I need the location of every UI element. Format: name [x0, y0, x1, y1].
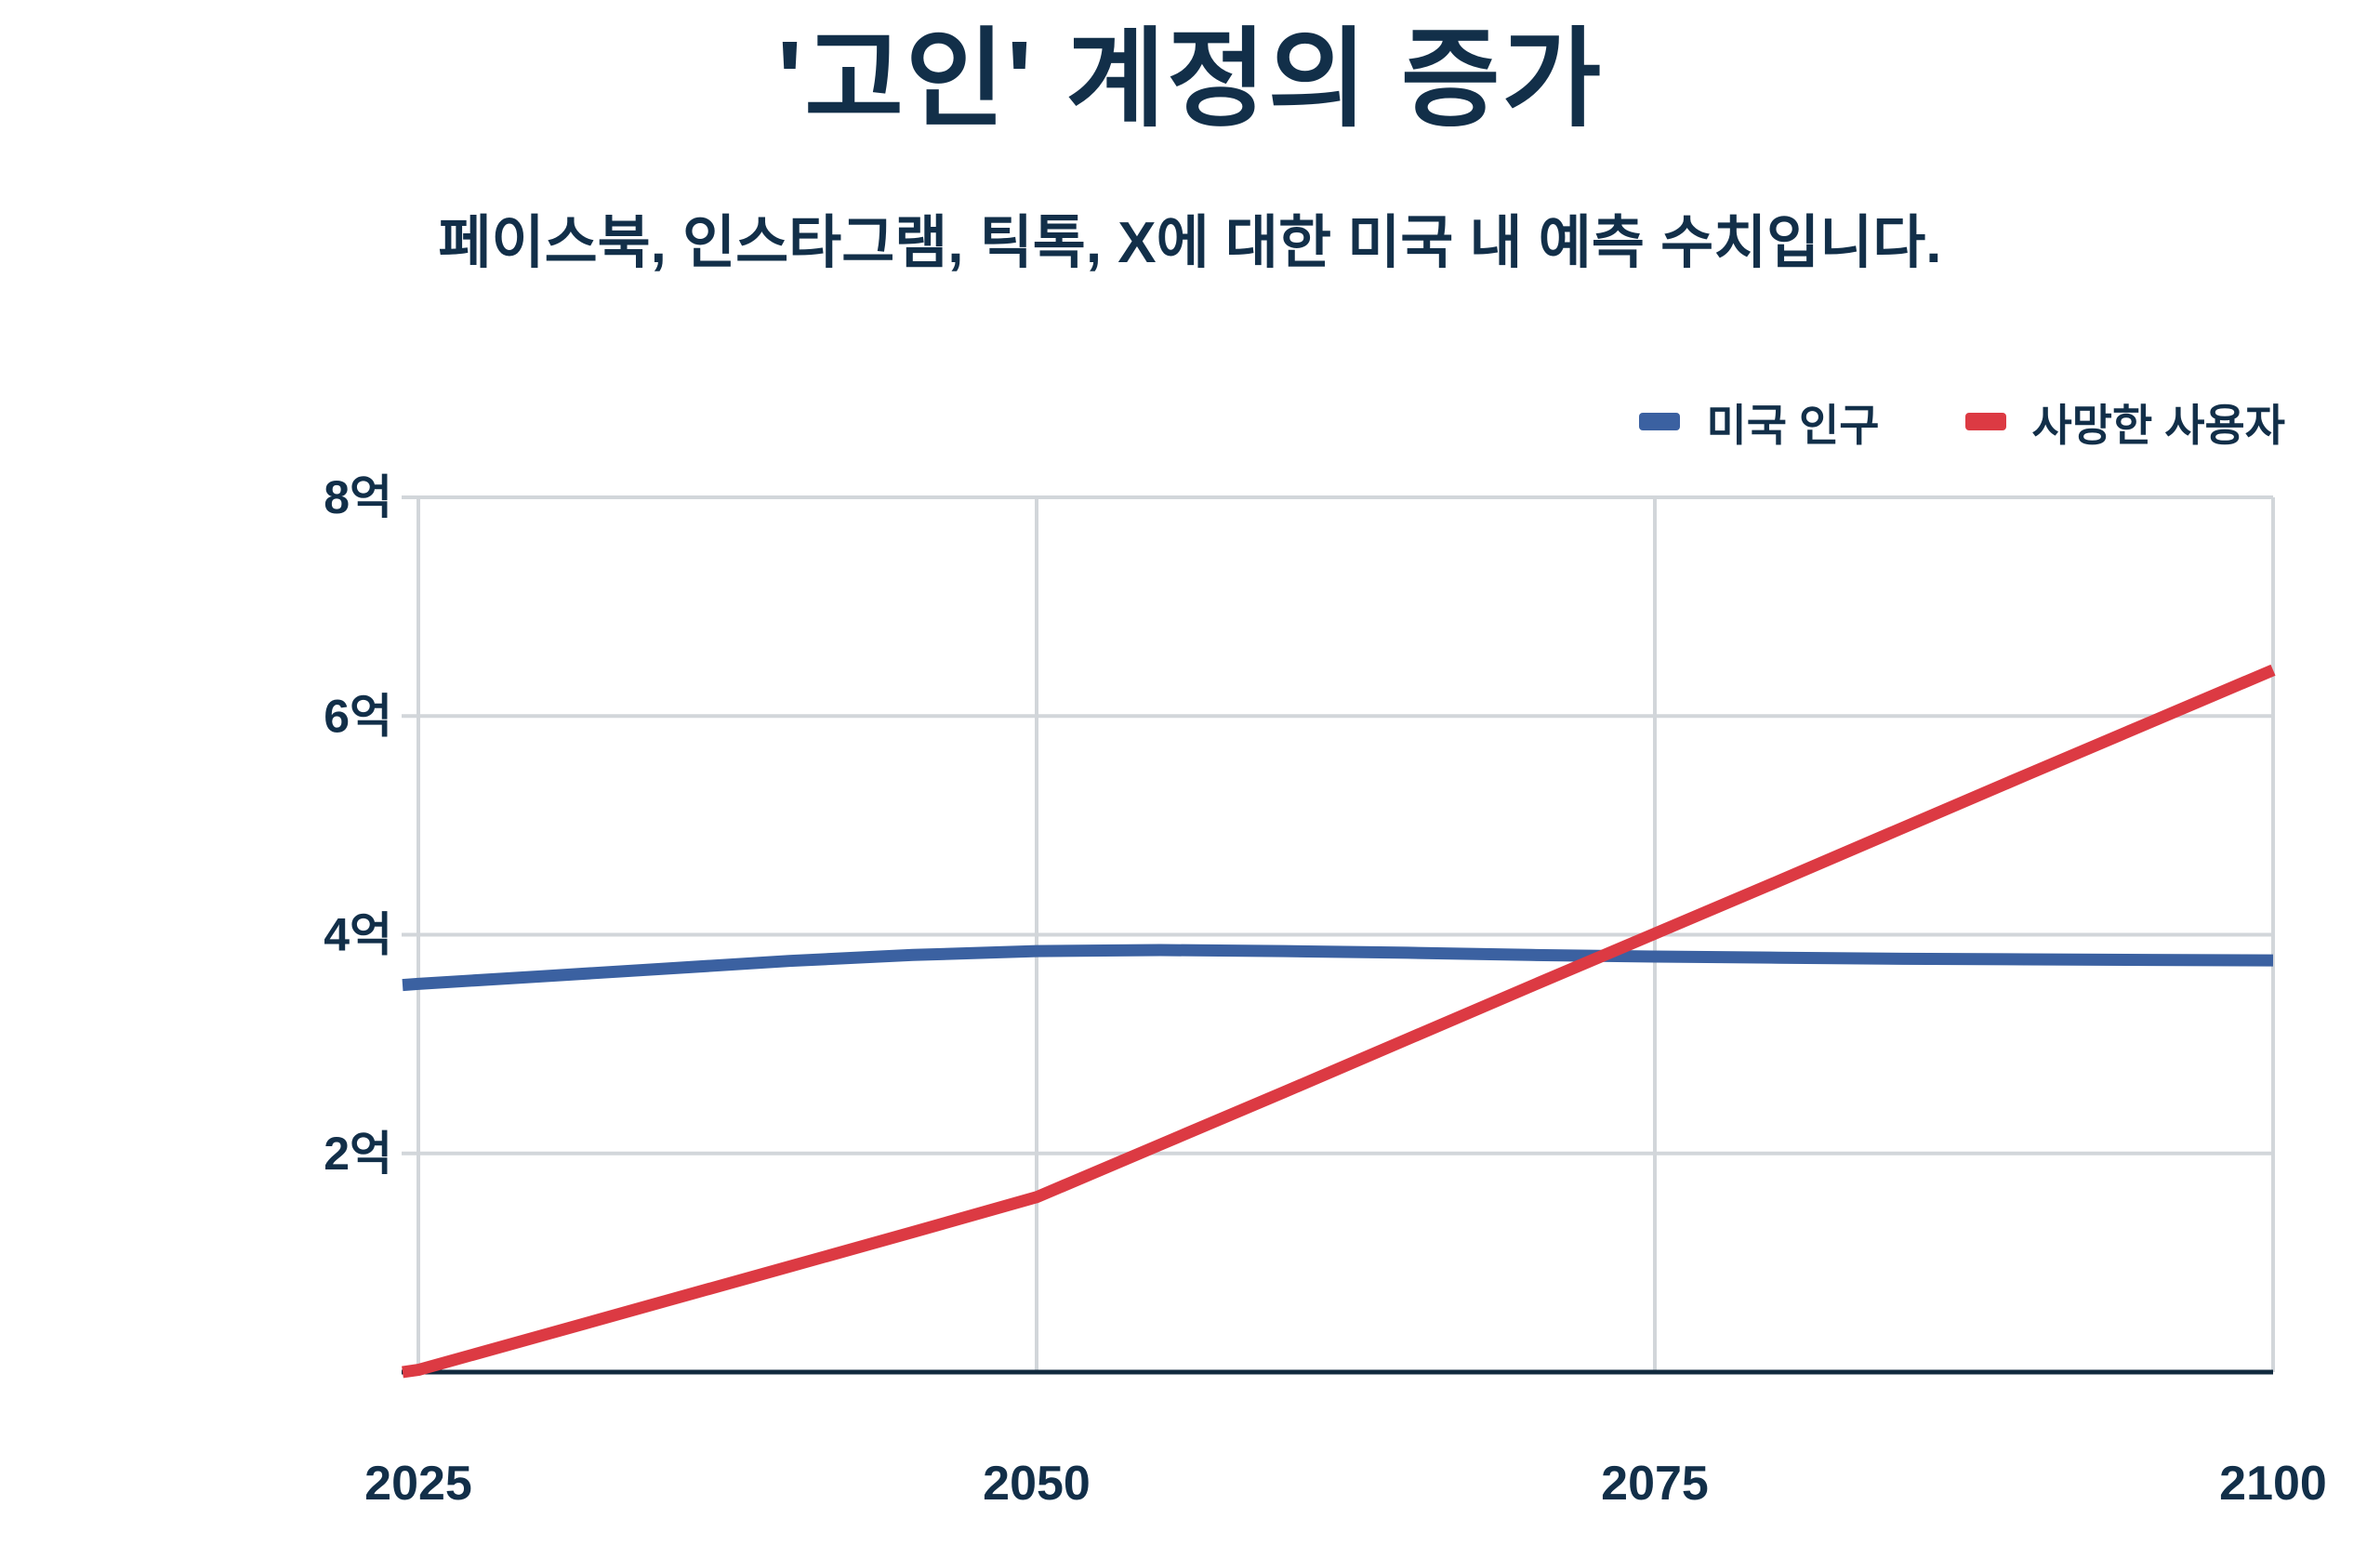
y-tick-label-8: 8억	[324, 471, 392, 523]
x-tick-label-2025: 2025	[364, 1457, 472, 1511]
y-tick-label-2: 2억	[324, 1128, 392, 1180]
series-line-us-population	[402, 944, 2274, 992]
y-tick-label-6: 6억	[324, 690, 392, 742]
x-tick-label-2050: 2050	[983, 1457, 1091, 1511]
deceased-users-swatch	[1964, 412, 2006, 430]
series-line-deceased-users	[402, 664, 2276, 1379]
x-tick-label-2075: 2075	[1601, 1457, 1709, 1511]
deceased-users-label: 사망한 사용자	[2031, 400, 2286, 450]
legend: 미국 인구 사망한 사용자	[1639, 389, 2285, 454]
us-population-swatch	[1639, 412, 1681, 430]
chart-subtitle: 페이스북, 인스타그램, 틱톡, X에 대한 미국 내 예측 수치입니다.	[438, 211, 1942, 275]
us-population-label: 미국 인구	[1706, 400, 1880, 450]
x-tick-label-2100: 2100	[2219, 1457, 2327, 1511]
legend-item-us-population: 미국 인구	[1639, 390, 1880, 454]
legend-item-deceased-users: 사망한 사용자	[1964, 390, 2286, 454]
chart-title: '고인' 계정의 증가	[776, 19, 1604, 139]
y-tick-label-4: 4억	[324, 909, 392, 961]
